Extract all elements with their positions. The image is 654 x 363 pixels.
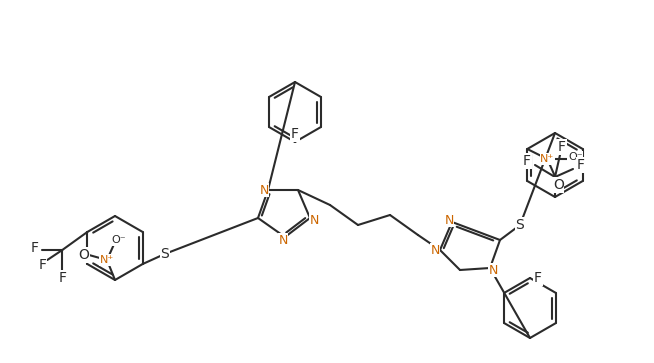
Text: F: F	[58, 271, 66, 285]
Text: O⁻: O⁻	[568, 152, 583, 162]
Text: O: O	[78, 248, 90, 262]
Text: N: N	[260, 184, 269, 196]
Text: O: O	[553, 178, 564, 192]
Text: S: S	[515, 218, 525, 232]
Text: O⁻: O⁻	[112, 235, 126, 245]
Text: F: F	[577, 158, 585, 172]
Text: S: S	[160, 247, 169, 261]
Text: F: F	[558, 140, 566, 154]
Text: N: N	[444, 213, 454, 227]
Text: F: F	[39, 258, 46, 272]
Text: N⁺: N⁺	[100, 255, 114, 265]
Text: F: F	[534, 271, 542, 285]
Text: N⁺: N⁺	[540, 154, 555, 164]
Text: F: F	[291, 127, 299, 141]
Text: N: N	[430, 244, 439, 257]
Text: F: F	[523, 154, 531, 168]
Text: N: N	[489, 264, 498, 277]
Text: N: N	[279, 233, 288, 246]
Text: F: F	[30, 241, 39, 255]
Text: N: N	[309, 213, 318, 227]
